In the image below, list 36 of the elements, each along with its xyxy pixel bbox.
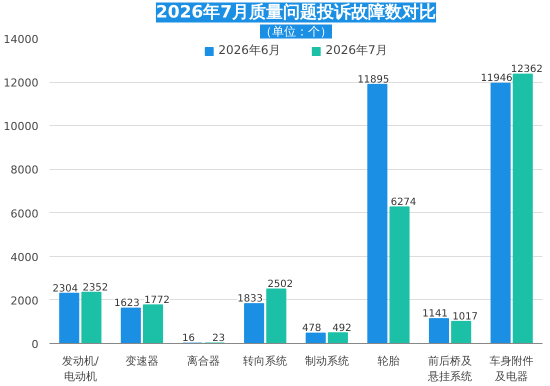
legend-label: 2026年7月 xyxy=(326,42,388,59)
data-label: 1772 xyxy=(144,294,170,306)
y-tick-label: 12000 xyxy=(4,76,39,90)
data-label: 2502 xyxy=(268,278,294,290)
x-tick-label: 转向系统 xyxy=(243,354,288,368)
chart-subtitle: （单位：个） xyxy=(260,24,332,38)
x-tick-label: 变速器 xyxy=(125,354,158,368)
data-label: 492 xyxy=(332,322,352,334)
data-label: 2304 xyxy=(52,283,78,294)
y-tick-label: 2000 xyxy=(10,294,39,308)
chart-title: 2026年7月质量问题投诉故障数对比 xyxy=(156,2,436,22)
y-tick-label: 6000 xyxy=(10,207,39,220)
data-label: 23 xyxy=(212,333,226,344)
data-label: 2352 xyxy=(82,282,108,294)
legend-label: 2026年6月 xyxy=(218,42,280,59)
x-tick-label: 离合器 xyxy=(187,354,220,368)
x-tick-label: 前后桥及悬挂系统 xyxy=(427,354,472,384)
data-label: 11946 xyxy=(480,73,512,84)
data-label: 16 xyxy=(182,333,195,344)
x-tick-label: 轮胎 xyxy=(377,354,400,368)
data-label: 478 xyxy=(302,323,322,334)
x-tick-label: 制动系统 xyxy=(304,354,349,368)
data-label: 1141 xyxy=(422,308,448,320)
y-tick-label: 10000 xyxy=(4,120,39,134)
y-tick-label: 0 xyxy=(32,338,38,351)
data-label: 1623 xyxy=(114,298,140,310)
y-tick-label: 4000 xyxy=(10,250,39,264)
data-label: 11895 xyxy=(357,74,390,86)
x-tick-label: 发动机/电动机 xyxy=(62,354,99,384)
data-label: 12362 xyxy=(510,64,543,76)
x-tick-label: 车身附件及电器 xyxy=(490,354,534,384)
y-tick-label: 8000 xyxy=(10,164,39,177)
data-label: 6274 xyxy=(390,196,416,208)
data-label: 1833 xyxy=(237,294,263,305)
data-label: 1017 xyxy=(452,311,478,322)
y-tick-label: 14000 xyxy=(4,33,39,46)
